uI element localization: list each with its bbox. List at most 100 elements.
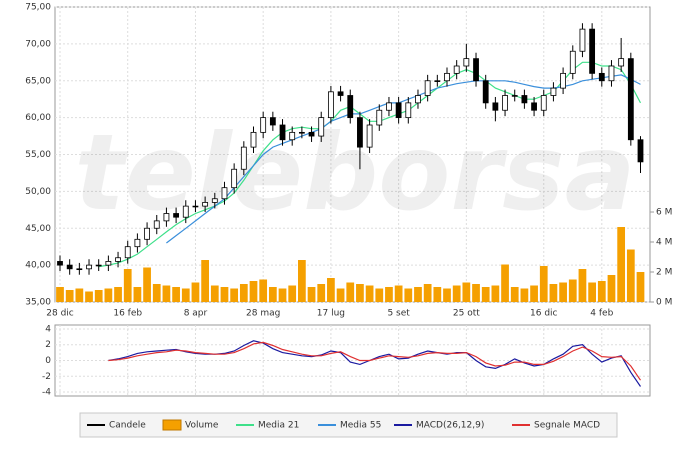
volume-bar xyxy=(75,288,84,302)
volume-bar xyxy=(327,278,335,302)
volume-bar xyxy=(220,287,229,302)
volume-bar xyxy=(239,284,248,302)
candle-body xyxy=(589,28,596,74)
candle-body xyxy=(202,202,209,207)
macd-line xyxy=(108,341,641,381)
volume-bar xyxy=(298,260,306,302)
candle-body xyxy=(560,72,566,89)
volume-bar xyxy=(56,287,64,302)
y2-tick-label: 6 M xyxy=(656,208,672,218)
volume-bar xyxy=(162,285,171,302)
volume-bar xyxy=(230,288,239,302)
candle-body xyxy=(134,238,141,248)
y-tick-label: -2 xyxy=(42,372,51,382)
legend-label: Volume xyxy=(185,421,219,431)
candle-body xyxy=(192,205,199,208)
volume-bar xyxy=(85,291,93,302)
candle-body xyxy=(502,95,508,111)
candle-body xyxy=(569,50,576,74)
volume-bar xyxy=(501,264,509,302)
volume-bar xyxy=(181,288,190,302)
candle-body xyxy=(376,109,383,126)
volume-bar xyxy=(520,288,529,302)
watermark: teleborsa xyxy=(74,112,635,234)
candle-body xyxy=(473,58,479,82)
candle-body xyxy=(144,227,150,240)
candle-body xyxy=(550,87,557,96)
legend-label: Media 21 xyxy=(258,421,299,431)
volume-bar xyxy=(462,282,471,302)
x-tick-label: 8 apr xyxy=(184,309,208,319)
candle-body xyxy=(579,28,586,52)
volume-bar xyxy=(423,284,432,302)
candle-body xyxy=(415,95,421,104)
y-tick-label: 50,00 xyxy=(25,187,51,197)
y-tick-label: 75,00 xyxy=(25,3,51,13)
volume-bar xyxy=(626,249,635,302)
candle-body xyxy=(105,261,112,266)
x-tick-label: 5 set xyxy=(387,309,410,319)
candle-body xyxy=(453,65,460,74)
volume-bar xyxy=(65,290,74,302)
x-tick-label: 16 feb xyxy=(113,309,142,319)
volume-bar xyxy=(617,227,626,302)
candle-body xyxy=(357,117,363,148)
volume-bar xyxy=(433,287,442,302)
volume-bar xyxy=(443,288,451,302)
volume-bar xyxy=(336,288,345,302)
volume-bar xyxy=(539,266,548,302)
volume-bar xyxy=(143,267,151,302)
y-tick-label: 2 xyxy=(45,340,51,350)
volume-bar xyxy=(191,282,200,302)
volume-bar xyxy=(278,288,287,302)
candle-body xyxy=(444,72,450,82)
y-tick-label: 65,00 xyxy=(25,76,51,86)
volume-bar xyxy=(152,284,161,302)
volume-bar xyxy=(452,285,461,302)
volume-bar xyxy=(597,281,606,302)
volume-bar xyxy=(404,288,413,302)
candle-body xyxy=(424,80,431,96)
candle-body xyxy=(115,257,121,262)
candle-body xyxy=(540,95,547,111)
candle-body xyxy=(521,95,528,104)
volume-bar xyxy=(568,279,577,302)
volume-bar xyxy=(123,269,132,302)
y2-tick-label: 2 M xyxy=(656,268,672,278)
candle-body xyxy=(463,58,470,67)
x-tick-label: 16 dic xyxy=(530,309,558,319)
y-tick-label: 60,00 xyxy=(25,113,51,123)
y-tick-label: 0 xyxy=(45,356,51,366)
volume-bar xyxy=(607,275,616,302)
candle-body xyxy=(76,268,83,271)
legend-label: MACD(26,12,9) xyxy=(416,421,484,431)
legend-label: Media 55 xyxy=(340,421,381,431)
candle-body xyxy=(308,131,315,137)
candle-body xyxy=(627,58,634,141)
candle-body xyxy=(608,65,615,82)
candle-body xyxy=(434,80,441,82)
volume-bar xyxy=(249,281,258,302)
candle-body xyxy=(124,246,131,259)
x-tick-label: 17 lug xyxy=(317,309,345,319)
volume-bar xyxy=(104,288,113,302)
volume-bar xyxy=(414,287,422,302)
candle-body xyxy=(269,117,276,126)
x-tick-label: 28 mag xyxy=(246,309,280,319)
volume-bar xyxy=(636,272,645,302)
volume-bar xyxy=(394,285,403,302)
candle-body xyxy=(482,80,489,104)
candle-body xyxy=(327,91,334,119)
y-tick-label: 70,00 xyxy=(25,39,51,49)
volume-bar xyxy=(530,285,538,302)
candle-body xyxy=(337,91,344,96)
candle-body xyxy=(250,131,257,148)
x-tick-label: 4 feb xyxy=(590,309,613,319)
candle-body xyxy=(182,205,189,218)
volume-bar xyxy=(365,285,374,302)
volume-bar xyxy=(385,287,393,302)
volume-bar xyxy=(346,282,355,302)
volume-bar xyxy=(481,287,490,302)
volume-bar xyxy=(133,287,142,302)
